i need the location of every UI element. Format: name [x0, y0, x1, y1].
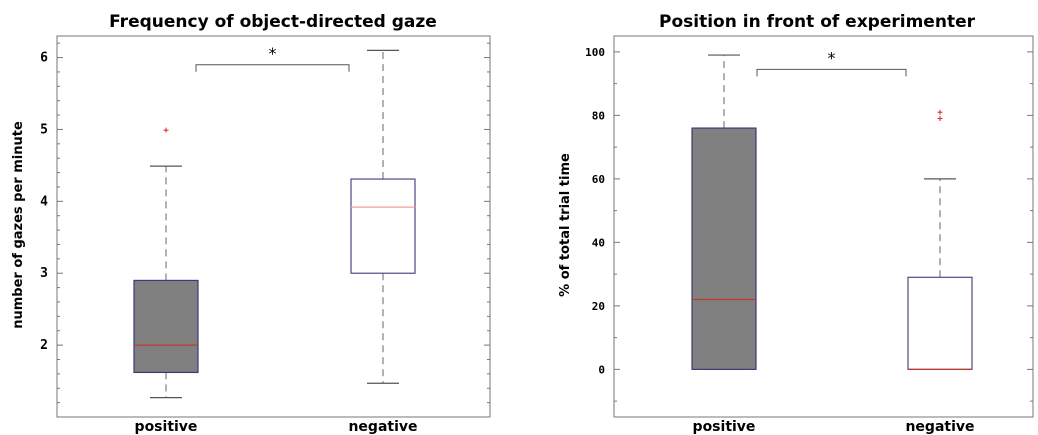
y-axis-label: number of gazes per minute — [11, 121, 26, 329]
box-iqr — [350, 178, 416, 274]
box-negative — [350, 49, 416, 384]
box-iqr — [133, 279, 199, 374]
x-category-label: positive — [693, 419, 756, 435]
significance-bracket — [756, 68, 907, 77]
box-positive — [133, 127, 199, 399]
y-tick-label: 40 — [592, 236, 605, 249]
y-tick-label: 5 — [40, 122, 48, 137]
box-negative — [907, 109, 973, 370]
chart-title: Frequency of object-directed gaze — [109, 12, 437, 32]
box-positive — [691, 54, 757, 370]
y-tick-label: 80 — [592, 109, 605, 122]
x-category-label: positive — [135, 419, 198, 435]
chart-title: Position in front of experimenter — [659, 12, 976, 32]
box-iqr — [691, 127, 757, 370]
x-category-label: negative — [905, 419, 974, 435]
y-tick-label: 60 — [592, 173, 605, 186]
significance-bracket — [195, 64, 350, 72]
gaze-frequency-panel: Frequency of object-directed gaze number… — [11, 12, 491, 435]
plot-frame — [613, 35, 1034, 418]
significance-marker: * — [828, 48, 836, 67]
y-tick-label: 4 — [40, 194, 48, 209]
y-axis-label: % of total trial time — [558, 153, 573, 297]
x-category-label: negative — [348, 419, 417, 435]
y-tick-label: 3 — [40, 266, 48, 281]
y-tick-label: 6 — [40, 51, 48, 66]
y-tick-label: 20 — [592, 300, 605, 313]
y-tick-label: 2 — [40, 338, 48, 353]
box-iqr — [907, 276, 973, 370]
y-tick-label: 100 — [585, 46, 605, 59]
plot-frame — [56, 35, 491, 418]
y-tick-label: 0 — [598, 363, 605, 376]
significance-marker: * — [269, 44, 277, 63]
position-panel: Position in front of experimenter % of t… — [558, 12, 1034, 435]
